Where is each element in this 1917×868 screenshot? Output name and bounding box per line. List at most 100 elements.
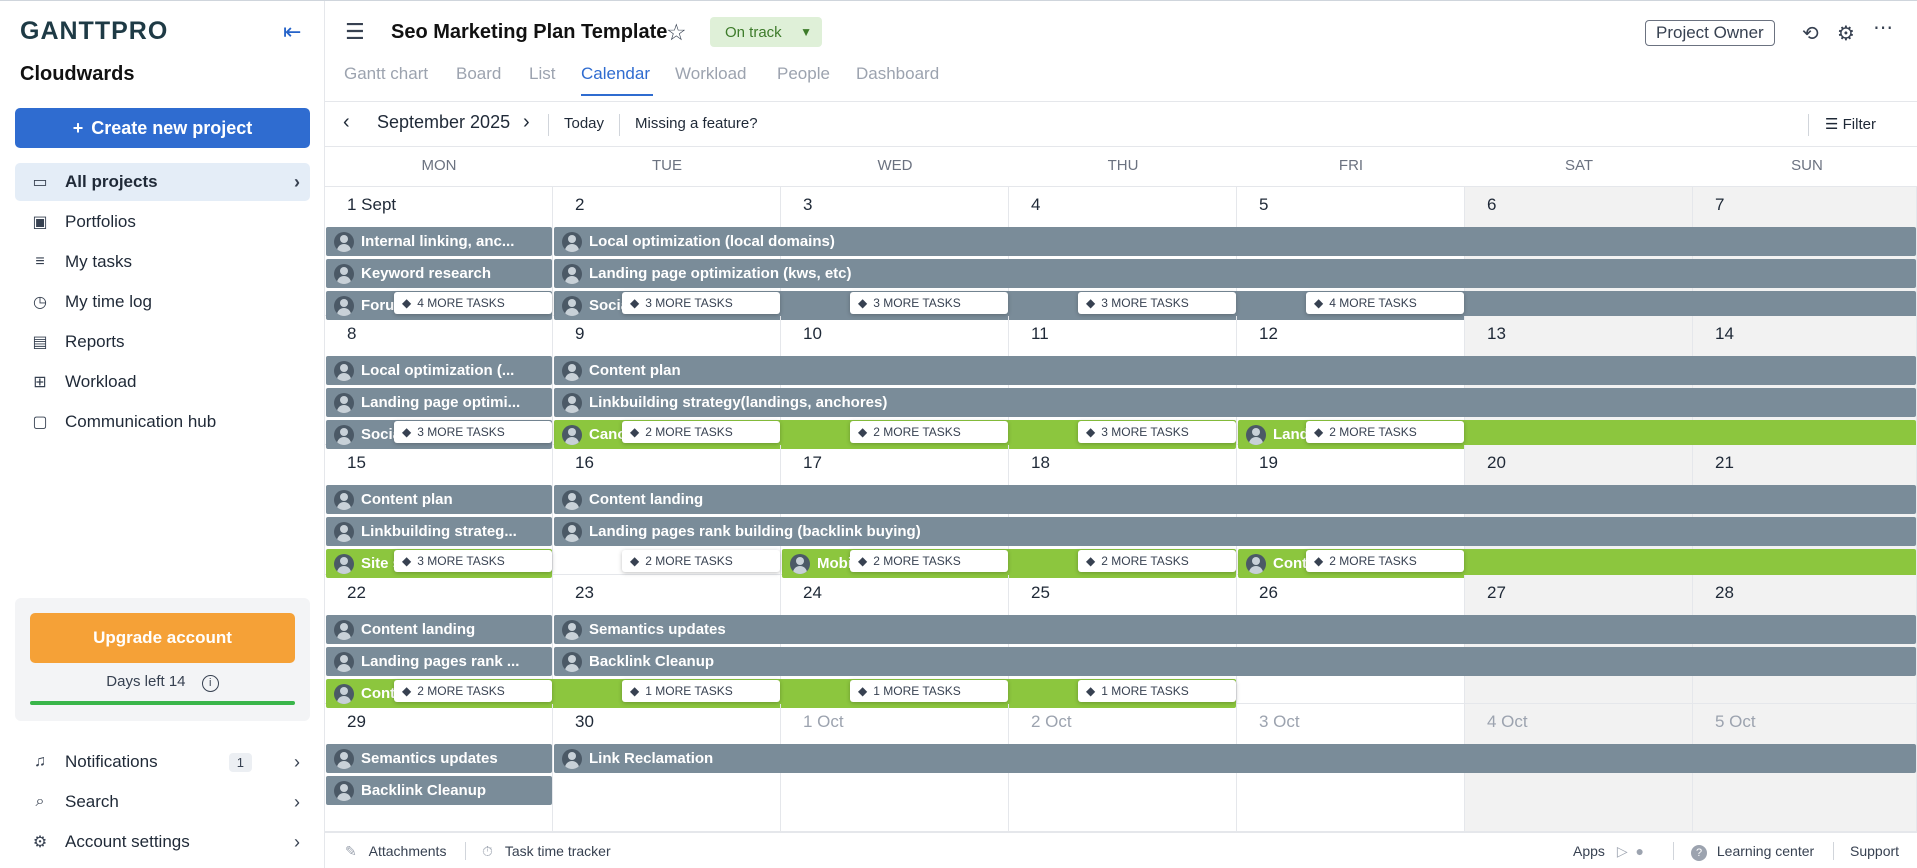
task-bar[interactable]: Backlink Cleanup <box>554 647 1916 676</box>
chevron-right-icon: › <box>294 751 300 772</box>
day-number: 27 <box>1487 583 1506 602</box>
tab-people[interactable]: People <box>777 64 830 83</box>
folder-icon: ▭ <box>32 174 48 191</box>
day-number: 29 <box>347 712 366 731</box>
next-month-icon[interactable]: › <box>523 111 530 133</box>
more-tasks-button[interactable]: ◆ 1 MORE TASKS <box>1078 680 1236 702</box>
task-bar[interactable]: Landing pages rank building (backlink bu… <box>554 517 1916 546</box>
sidebar-item-notifications[interactable]: ♫ Notifications 1 › <box>15 743 310 781</box>
filter-button[interactable]: ☰ Filter <box>1825 115 1876 133</box>
more-tasks-button[interactable]: ◆ 4 MORE TASKS <box>1306 292 1464 314</box>
day-number: 10 <box>803 324 822 343</box>
sidebar-item-reports[interactable]: ▤ Reports <box>15 323 310 361</box>
task-bar[interactable]: Landing page optimi... <box>326 388 552 417</box>
project-owner-button[interactable]: Project Owner <box>1645 20 1775 46</box>
calendar-day-cell[interactable] <box>325 704 553 832</box>
sidebar-item-my-tasks[interactable]: ≡ My tasks <box>15 243 310 281</box>
learning-center-button[interactable]: ? Learning center <box>1691 843 1814 861</box>
task-bar[interactable]: Landing page optimization (kws, etc) <box>554 259 1916 288</box>
task-bar[interactable]: Landing pages rank ... <box>326 647 552 676</box>
more-tasks-button[interactable]: ◆ 3 MORE TASKS <box>622 292 780 314</box>
task-name: Landing pages rank ... <box>361 653 520 670</box>
day-number: 20 <box>1487 453 1506 472</box>
chat-icon: ▢ <box>32 414 48 431</box>
task-bar[interactable]: Linkbuilding strategy(landings, anchores… <box>554 388 1916 417</box>
more-tasks-button[interactable]: ◆ 2 MORE TASKS <box>394 680 552 702</box>
prev-month-icon[interactable]: ‹ <box>343 111 350 133</box>
more-tasks-button[interactable]: ◆ 2 MORE TASKS <box>850 550 1008 572</box>
more-tasks-button[interactable]: ◆ 1 MORE TASKS <box>622 680 780 702</box>
tab-calendar[interactable]: Calendar <box>581 64 650 83</box>
apple-icon[interactable]: ● <box>1635 843 1644 859</box>
more-tasks-button[interactable]: ◆ 3 MORE TASKS <box>394 550 552 572</box>
more-tasks-button[interactable]: ◆ 4 MORE TASKS <box>394 292 552 314</box>
day-number: 6 <box>1487 195 1497 214</box>
divider <box>465 842 466 860</box>
task-bar[interactable]: Link Reclamation <box>554 744 1916 773</box>
tab-workload[interactable]: Workload <box>675 64 747 83</box>
missing-feature-link[interactable]: Missing a feature? <box>635 115 758 132</box>
upgrade-account-button[interactable]: Upgrade account <box>30 613 295 663</box>
more-tasks-button[interactable]: ◆ 3 MORE TASKS <box>1078 292 1236 314</box>
more-icon[interactable]: ⋯ <box>1873 17 1893 39</box>
more-tasks-button[interactable]: ◆ 2 MORE TASKS <box>850 421 1008 443</box>
task-bar[interactable]: Local optimization (... <box>326 356 552 385</box>
tab-gantt-chart[interactable]: Gantt chart <box>344 64 429 83</box>
task-bar[interactable]: Content plan <box>326 485 552 514</box>
more-tasks-button[interactable]: ◆ 2 MORE TASKS <box>1306 550 1464 572</box>
sidebar-item-my-time-log[interactable]: ◷ My time log <box>15 283 310 321</box>
sidebar-item-search[interactable]: ⌕ Search › <box>15 783 310 821</box>
task-bar[interactable]: Linkbuilding strateg... <box>326 517 552 546</box>
sidebar-item-account-settings[interactable]: ⚙ Account settings › <box>15 823 310 861</box>
task-bar[interactable]: Semantics updates <box>554 615 1916 644</box>
more-tasks-button[interactable]: ◆ 2 MORE TASKS <box>1078 550 1236 572</box>
create-new-project-button[interactable]: + Create new project <box>15 108 310 148</box>
support-link[interactable]: Support <box>1850 843 1900 859</box>
apps-button[interactable]: Apps ▷ ● <box>1573 843 1644 860</box>
task-bar[interactable]: Keyword research <box>326 259 552 288</box>
sidebar-item-workload[interactable]: ⊞ Workload <box>15 363 310 401</box>
layers-icon: ◆ <box>858 425 868 439</box>
history-icon[interactable]: ⟲ <box>1802 23 1819 45</box>
star-icon[interactable]: ☆ <box>666 19 687 45</box>
task-bar[interactable]: Content landing <box>326 615 552 644</box>
more-tasks-button[interactable]: ◆ 2 MORE TASKS <box>1306 421 1464 443</box>
task-bar[interactable]: Local optimization (local domains) <box>554 227 1916 256</box>
info-icon[interactable]: i <box>201 675 219 692</box>
more-tasks-button[interactable]: ◆ 3 MORE TASKS <box>850 292 1008 314</box>
task-bar[interactable]: Internal linking, anc... <box>326 227 552 256</box>
google-play-icon[interactable]: ▷ <box>1616 843 1628 859</box>
divider <box>1808 114 1809 136</box>
chevron-right-icon: › <box>294 791 300 812</box>
tab-board[interactable]: Board <box>456 64 502 83</box>
ganttpro-logo[interactable]: GANTTPRO <box>20 17 169 45</box>
tab-dashboard[interactable]: Dashboard <box>856 64 940 83</box>
attachments-button[interactable]: ✎ Attachments <box>345 843 446 860</box>
task-name: Land <box>1273 426 1309 443</box>
more-tasks-button[interactable]: ◆ 1 MORE TASKS <box>850 680 1008 702</box>
task-bar[interactable]: Content landing <box>554 485 1916 514</box>
task-bar[interactable]: Backlink Cleanup <box>326 776 552 805</box>
list-icon: ≡ <box>35 253 45 270</box>
day-number: 9 <box>575 324 585 343</box>
project-menu-icon[interactable]: ☰ <box>345 19 365 44</box>
more-tasks-button[interactable]: ◆ 3 MORE TASKS <box>394 421 552 443</box>
gear-icon[interactable]: ⚙ <box>1837 23 1855 45</box>
day-number: 18 <box>1031 453 1050 472</box>
tab-list[interactable]: List <box>529 64 556 83</box>
status-dropdown[interactable]: On track ▼ <box>710 17 822 47</box>
today-button[interactable]: Today <box>564 115 605 132</box>
project-title[interactable]: Seo Marketing Plan Template <box>391 21 668 43</box>
sidebar-item-portfolios[interactable]: ▣ Portfolios <box>15 203 310 241</box>
more-tasks-button[interactable]: ◆ 2 MORE TASKS <box>622 421 780 443</box>
day-number: 1 Sept <box>347 195 397 214</box>
task-bar[interactable]: Semantics updates <box>326 744 552 773</box>
more-tasks-button[interactable]: ◆ 2 MORE TASKS <box>622 550 780 572</box>
sidebar-item-communication-hub[interactable]: ▢ Communication hub <box>15 403 310 441</box>
sidebar-item-all-projects[interactable]: ▭ All projects › <box>15 163 310 201</box>
collapse-sidebar-icon[interactable]: ⇤ <box>283 19 302 44</box>
more-tasks-button[interactable]: ◆ 3 MORE TASKS <box>1078 421 1236 443</box>
calendar-toolbar: ‹ September 2025 › Today Missing a featu… <box>325 101 1917 147</box>
task-bar[interactable]: Content plan <box>554 356 1916 385</box>
task-time-tracker-button[interactable]: ⏱ Task time tracker <box>482 843 611 860</box>
